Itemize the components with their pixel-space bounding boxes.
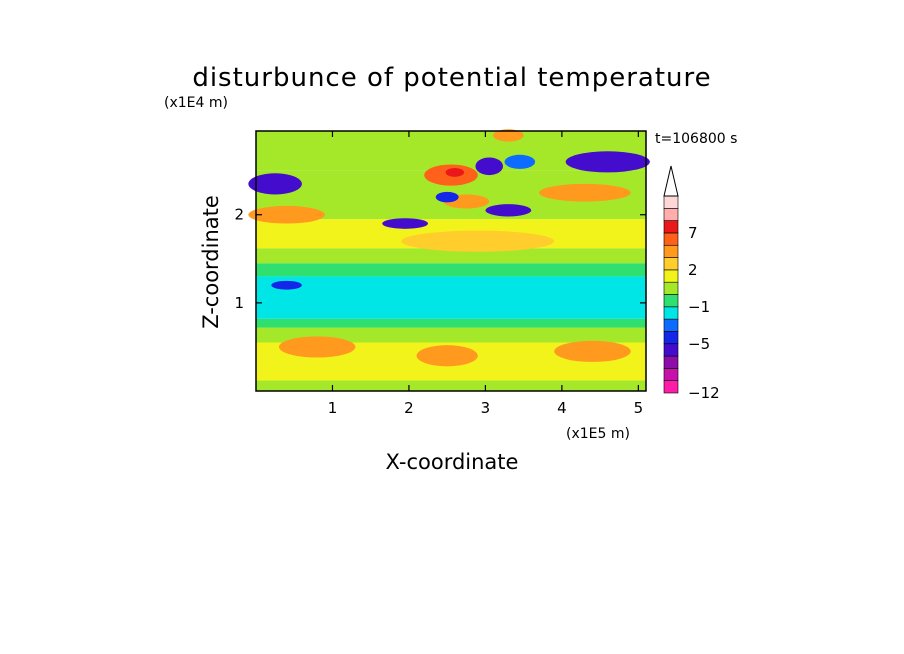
y-tick-label: 1 [234,294,244,312]
colorbar-box [663,220,679,234]
colorbar-box [663,257,679,271]
colorbar-box [663,294,679,308]
colorbar-box [663,380,679,394]
field-feature [565,151,650,173]
y-tick-label: 2 [234,206,244,224]
colorbar-box [663,269,679,283]
field-band [256,248,646,264]
x-tick-label: 3 [481,399,491,417]
field-feature [493,129,524,142]
colorbar-extend-arrow [663,165,679,197]
colorbar-box [663,195,679,209]
colorbar-box [663,306,679,320]
field-feature [416,345,478,367]
colorbar-label: −12 [688,384,720,402]
colorbar-label: −5 [688,335,710,353]
field-feature [248,205,325,224]
colorbar-box [663,343,679,357]
colorbar-label: 7 [688,224,698,242]
x-axis: 1 2 3 4 5 [328,131,643,417]
field-feature [401,230,555,252]
colorbar-box [663,355,679,369]
y-unit-label: (x1E4 m) [164,95,228,111]
chart-title: disturbunce of potential temperature [192,63,711,93]
colorbar-box [663,244,679,258]
time-label: t=106800 s [655,131,737,147]
plot-frame [255,130,647,392]
field-feature [278,336,356,358]
x-tick-label: 4 [557,399,567,417]
colorbar-label: −1 [688,298,710,316]
x-tick-label: 2 [404,399,414,417]
field-band [256,318,646,328]
colorbar-box [663,368,679,381]
y-axis: 12 [234,206,646,312]
colorbar-box [663,331,679,345]
field-feature [435,191,459,203]
colorbar-label: 2 [688,261,698,279]
x-unit-label: (x1E5 m) [566,426,630,442]
colorbar-box [663,232,679,246]
field-band [256,263,646,277]
y-axis-label: Z-coordinate [199,195,223,329]
field-feature [271,280,302,290]
field-band [256,380,646,391]
colorbar-box [663,208,679,221]
field-feature [445,168,464,177]
colorbar: −12−5−127 [663,165,720,402]
field-band [256,327,646,343]
colorbar-box [663,281,679,295]
field-feature [538,183,631,202]
x-tick-label: 1 [328,399,338,417]
heatmap-field [248,129,650,391]
x-tick-label: 5 [634,399,644,417]
x-axis-label: X-coordinate [386,450,519,474]
field-feature [504,154,536,169]
field-feature [382,218,429,229]
field-feature [248,173,302,195]
field-band [256,276,646,319]
field-feature [554,340,631,362]
colorbar-box [663,318,679,332]
field-feature [475,157,503,176]
field-feature [485,204,532,217]
